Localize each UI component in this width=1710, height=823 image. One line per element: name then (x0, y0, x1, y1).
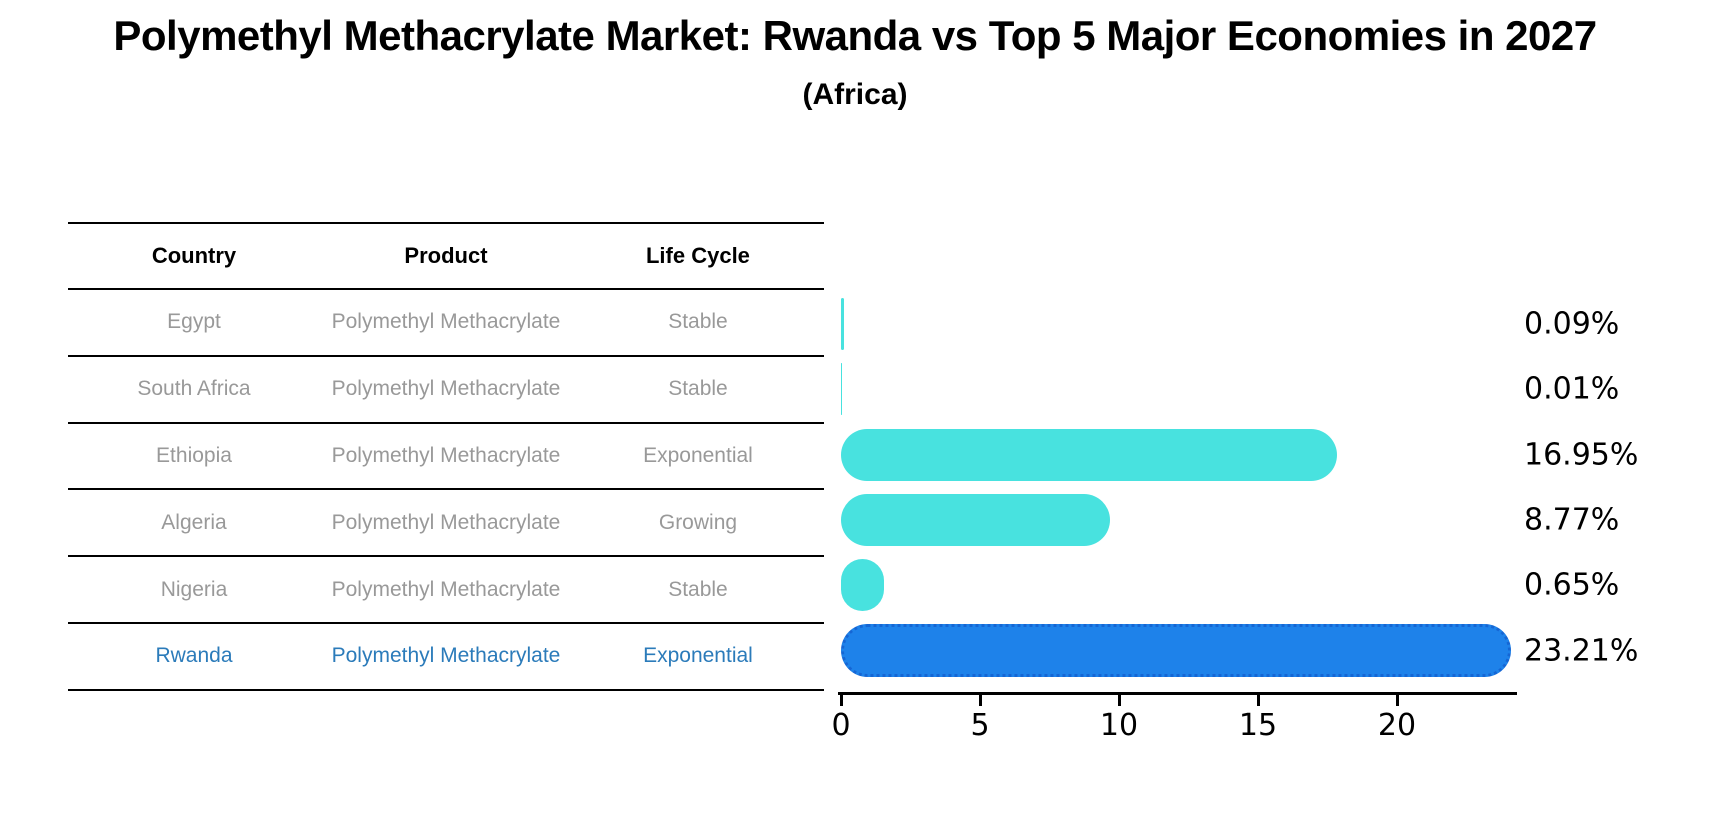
value-label-algeria: 8.77% (1524, 502, 1620, 538)
value-bar-egypt (841, 298, 844, 350)
table-header-country: Country (151, 243, 237, 268)
life-cycle-cell: Exponential (643, 443, 753, 467)
product-cell: Polymethyl Methacrylate (331, 377, 561, 401)
x-axis-tick-0 (839, 695, 843, 706)
value-label-egypt: 0.09% (1524, 306, 1620, 342)
table-row-egypt: Egypt Polymethyl Methacrylate Stable (68, 290, 824, 357)
x-axis-tick-label-15: 15 (1238, 708, 1278, 743)
x-axis-tick-label-10: 10 (1099, 708, 1139, 743)
x-axis-tick-20 (1395, 695, 1399, 706)
x-axis-line (838, 692, 1517, 695)
x-axis-tick-label-0: 0 (831, 708, 851, 743)
table-row-ethiopia: Ethiopia Polymethyl Methacrylate Exponenti… (68, 424, 824, 491)
table-row-nigeria: Nigeria Polymethyl Methacrylate Stable (68, 557, 824, 624)
country-cell: Rwanda (155, 644, 233, 668)
value-label-rwanda: 23.21% (1524, 633, 1639, 668)
value-label-south-africa: 0.01% (1524, 371, 1620, 407)
life-cycle-cell: Stable (668, 377, 728, 401)
life-cycle-cell: Exponential (643, 644, 753, 668)
x-axis-tick-15 (1256, 695, 1260, 706)
table-row-rwanda: Rwanda Polymethyl Methacrylate Exponential (68, 624, 824, 691)
value-bar-algeria (841, 493, 1110, 546)
country-cell: Egypt (167, 310, 221, 334)
x-axis-tick-5 (978, 695, 982, 706)
product-cell: Polymethyl Methacrylate (331, 510, 561, 534)
x-axis-tick-10 (1117, 695, 1121, 706)
life-cycle-cell: Growing (658, 510, 738, 534)
value-label-nigeria: 0.65% (1524, 567, 1620, 603)
country-cell: South Africa (137, 377, 251, 401)
table-row-algeria: Algeria Polymethyl Methacrylate Growing (68, 490, 824, 558)
table-header-row: Country Product Life Cycle (68, 222, 824, 290)
x-axis-tick-label-5: 5 (970, 708, 990, 743)
x-axis-tick-label-20: 20 (1377, 708, 1417, 743)
chart-subtitle: (Africa) (802, 78, 908, 111)
product-cell: Polymethyl Methacrylate (331, 577, 561, 601)
table-header-life-cycle: Life Cycle (645, 243, 750, 268)
value-bar-ethiopia (841, 428, 1338, 481)
table-row-south-africa: South Africa Polymethyl Methacrylate Stabl… (68, 357, 824, 424)
chart-title: Polymethyl Methacrylate Market: Rwanda v… (113, 12, 1597, 59)
comparison-table: Country Product Life Cycle Egypt Polymeth… (68, 222, 824, 691)
country-cell: Algeria (161, 510, 227, 534)
product-cell: Polymethyl Methacrylate (331, 310, 561, 334)
life-cycle-cell: Stable (668, 310, 728, 334)
country-cell: Nigeria (160, 577, 228, 601)
country-cell: Ethiopia (156, 443, 232, 467)
value-bar-rwanda (841, 624, 1512, 677)
value-bar-nigeria (841, 559, 885, 612)
product-cell: Polymethyl Methacrylate (331, 644, 561, 668)
product-cell: Polymethyl Methacrylate (331, 443, 561, 467)
life-cycle-cell: Stable (668, 577, 728, 601)
table-header-product: Product (404, 243, 488, 268)
value-label-ethiopia: 16.95% (1524, 437, 1639, 473)
